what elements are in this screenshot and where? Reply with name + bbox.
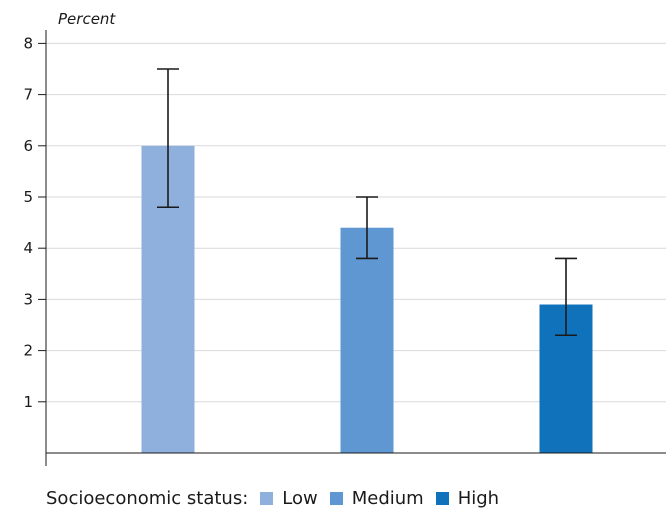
y-tick-label: 7 [23,86,33,104]
legend-title: Socioeconomic status: [46,488,249,509]
legend: Socioeconomic status: Low Medium High [46,488,511,509]
bar-chart: Percent 1 2 3 4 5 6 7 8 [23,10,666,466]
error-bars [157,68,577,337]
y-tick-label: 8 [23,34,33,52]
y-tick-label: 2 [23,342,33,360]
legend-item-medium: Medium [329,488,424,509]
y-axis-label: Percent [58,10,116,28]
legend-swatch-medium [329,492,343,505]
legend-label-high: High [457,488,500,509]
y-tick-label: 4 [23,239,33,257]
axes: 1 2 3 4 5 6 7 8 [23,30,666,466]
y-tick-label: 5 [23,188,33,206]
y-tick-label: 6 [23,137,33,155]
legend-item-high: High [435,488,500,509]
y-tick-label: 3 [23,290,33,308]
legend-swatch-high [435,492,449,505]
legend-swatch-low [260,492,274,505]
legend-label-low: Low [282,488,318,509]
legend-item-low: Low [260,488,318,509]
y-tick-label: 1 [23,393,33,411]
legend-label-medium: Medium [351,488,424,509]
bar-medium [340,227,394,453]
bars [141,145,593,454]
